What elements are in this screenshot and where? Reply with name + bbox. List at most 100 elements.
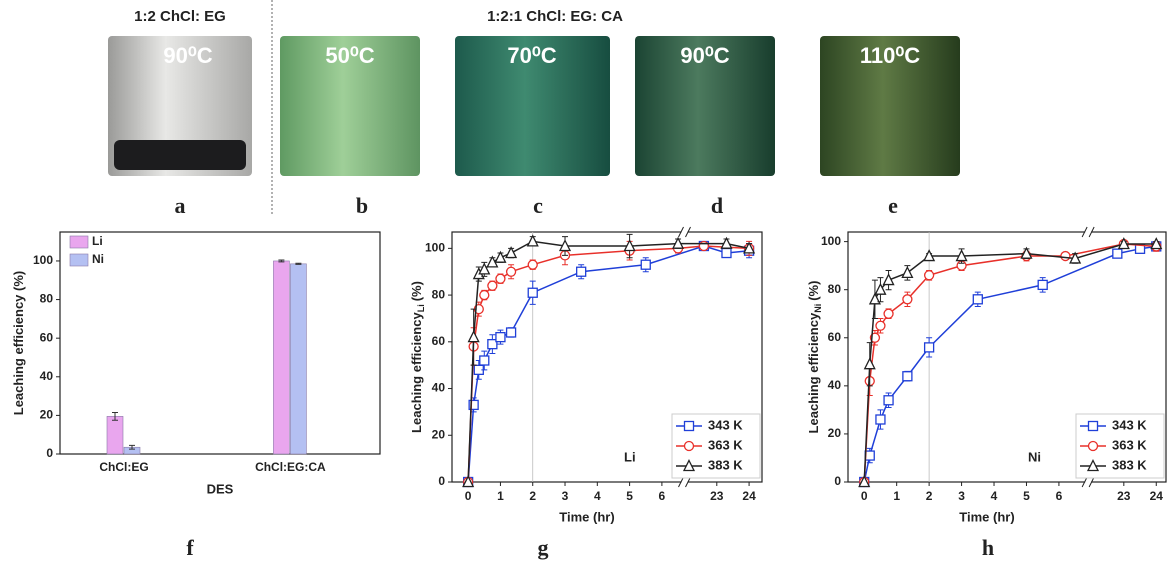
y-axis-label: Leaching efficiency (%)	[11, 271, 26, 415]
x-tick-label: 24	[1150, 489, 1164, 503]
marker	[883, 395, 894, 406]
marker	[955, 249, 968, 262]
panel-label: e	[888, 193, 898, 218]
marker	[576, 266, 587, 277]
plot-frame	[451, 231, 763, 483]
group-label: 1:2 ChCl: EG	[134, 8, 226, 25]
x-tick-label: 24	[742, 489, 756, 503]
marker	[479, 289, 490, 301]
plot-frame	[847, 231, 1167, 483]
marker	[505, 266, 517, 277]
y-axis-label-subscript: Li	[416, 304, 426, 312]
y-tick-label: 0	[834, 474, 841, 488]
photo	[455, 36, 610, 176]
y-tick-label: 80	[432, 287, 446, 301]
marker	[1087, 420, 1099, 432]
marker	[487, 280, 498, 291]
marker	[1020, 246, 1033, 259]
marker	[462, 475, 475, 488]
axis-break-gap	[681, 480, 688, 484]
marker	[505, 246, 518, 259]
x-tick-label: 6	[1056, 489, 1063, 503]
marker	[743, 241, 756, 254]
y-axis-label-text: Leaching efficiency	[806, 312, 821, 433]
y-tick-label: 40	[432, 381, 446, 395]
legend-label: Ni	[92, 252, 104, 266]
legend-swatch	[69, 235, 89, 249]
legend-label: 383 K	[1112, 457, 1147, 472]
marker	[1060, 250, 1071, 262]
panel-label: f	[186, 535, 194, 560]
group-label: 1:2:1 ChCl: EG: CA	[487, 8, 623, 25]
marker	[683, 440, 695, 452]
axis-break-gap	[1085, 480, 1092, 484]
marker	[901, 265, 914, 279]
y-axis-label-subscript: Ni	[813, 304, 823, 313]
panel-label: d	[711, 193, 723, 218]
marker	[720, 236, 733, 249]
temperature: 90⁰C	[680, 43, 729, 68]
marker	[882, 273, 895, 286]
marker	[495, 331, 506, 343]
marker	[558, 239, 572, 252]
series-line	[863, 243, 1157, 483]
legend-label: 363 K	[1112, 437, 1147, 452]
axis-break	[678, 476, 691, 488]
marker	[478, 262, 491, 275]
marker	[468, 399, 479, 411]
marker	[863, 357, 876, 370]
marker	[874, 282, 887, 295]
plot-frame	[59, 231, 381, 455]
marker	[527, 259, 538, 270]
legend-label: 343 K	[1112, 417, 1147, 432]
marker	[875, 320, 886, 331]
y-tick-label: 20	[828, 426, 842, 440]
y-axis-label-suffix: (%)	[806, 281, 821, 301]
y-tick-label: 20	[432, 427, 446, 441]
x-tick-label: 23	[710, 489, 724, 503]
panel-label: g	[538, 535, 549, 560]
annotation: Li	[624, 449, 636, 464]
marker	[467, 330, 480, 343]
marker	[883, 308, 894, 319]
marker	[487, 338, 498, 350]
marker	[1112, 248, 1123, 259]
x-tick-label: 0	[465, 489, 472, 503]
legend-label: 343 K	[708, 417, 743, 432]
y-tick-label: 80	[828, 282, 842, 296]
marker	[1069, 251, 1082, 264]
annotation: Ni	[1028, 449, 1041, 464]
temperature: 70⁰C	[507, 43, 556, 68]
marker	[682, 459, 696, 472]
error-bar	[278, 259, 285, 263]
y-tick-label: 100	[821, 234, 841, 248]
error-bar	[295, 262, 302, 265]
axis-break	[1081, 226, 1095, 238]
x-tick-label: ChCl:EG:CA	[255, 460, 326, 474]
legend-swatch	[69, 253, 89, 267]
x-axis-label: Time (hr)	[959, 509, 1014, 524]
x-tick-label: ChCl:EG	[99, 460, 148, 474]
y-axis-label-suffix: (%)	[409, 281, 424, 301]
x-tick-label: 6	[659, 489, 666, 503]
marker	[1117, 237, 1130, 250]
temperature: 110⁰C	[860, 43, 920, 68]
y-tick-label: 0	[438, 474, 445, 488]
error-bar	[112, 411, 118, 421]
x-tick-label: 1	[497, 489, 504, 503]
photo	[280, 36, 420, 176]
panel-label: b	[356, 193, 368, 218]
y-tick-label: 60	[432, 334, 446, 348]
axis-break	[678, 226, 691, 238]
x-tick-label: 5	[1023, 489, 1030, 503]
photo	[635, 36, 775, 176]
marker	[527, 287, 538, 298]
y-tick-label: 40	[40, 369, 54, 383]
panel-label: c	[533, 193, 543, 218]
marker	[486, 255, 499, 268]
photo	[820, 36, 960, 176]
x-tick-label: 3	[958, 489, 965, 503]
y-axis-label: Leaching efficiencyLi (%)	[409, 281, 426, 433]
y-tick-label: 40	[828, 378, 842, 392]
